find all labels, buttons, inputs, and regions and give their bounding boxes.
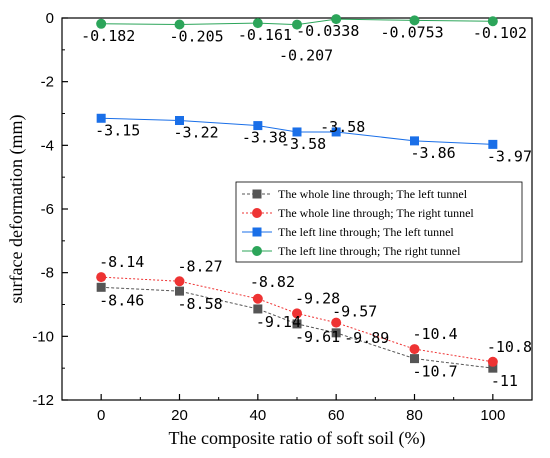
x-tick-label: 80 [406,407,423,424]
data-point [331,14,342,25]
data-point [409,344,420,355]
data-point [487,356,498,367]
legend-marker [252,246,262,256]
data-label: -3.22 [174,124,219,142]
data-label: -3.58 [281,135,326,153]
data-label: -9.89 [344,329,389,347]
data-point [252,293,263,304]
x-axis-title: The composite ratio of soft soil (%) [169,428,426,449]
data-label: -9.14 [256,313,301,331]
data-point [96,282,106,292]
data-label: -9.57 [332,303,377,321]
series-layer [96,14,498,373]
data-label: -0.207 [279,47,333,65]
data-label: -8.46 [99,291,144,309]
data-point [253,304,263,314]
series-2 [96,272,498,367]
data-point [292,308,302,319]
x-tick-label: 40 [249,407,266,424]
x-tick-label: 20 [171,407,188,424]
data-labels: -8.46 -8.58 -9.14-9.61 -9.89 -10.7 -11 -8.14 -8… [81,22,532,390]
data-point [175,116,184,126]
data-label: -3.15 [95,121,140,139]
legend-marker [252,208,262,218]
data-point [175,286,184,296]
data-label: -8.14 [99,253,144,271]
data-label: -0.205 [170,28,224,46]
series-1 [96,282,498,373]
x-tick-label: 100 [480,407,505,424]
data-label: -11 [491,372,518,390]
legend-item: The left line through; The right tunnel [242,244,461,258]
data-point [253,121,263,131]
data-point [488,363,498,373]
series-4 [96,14,498,30]
data-point [96,272,107,283]
y-tick-label: 0 [46,10,54,27]
data-point [410,136,419,146]
data-label: -3.38 [242,129,287,147]
data-label: -0.0753 [381,23,444,41]
data-point [410,354,419,364]
data-point [331,328,341,338]
data-point [252,18,263,29]
legend-marker [252,189,262,199]
y-tick-label: -6 [41,201,54,218]
data-point [331,317,342,328]
data-label: -3.86 [411,144,456,162]
data-label: -8.58 [178,295,223,313]
series-3 [96,113,498,149]
y-tick-label: -8 [41,265,54,282]
y-tick-label: -2 [41,74,54,91]
data-point [487,16,498,27]
data-point [292,19,302,30]
data-label: -0.0338 [296,22,359,40]
legend: The whole line through; The left tunnel T… [235,181,523,263]
legend-label: The whole line through; The right tunnel [278,206,474,220]
data-label: -9.61 [295,328,340,346]
data-point [174,19,185,30]
y-tick-label: -4 [41,137,54,154]
y-tick-label: -12 [32,392,54,409]
data-label: -0.102 [473,24,527,42]
data-label: -8.82 [250,273,295,291]
data-point [292,127,302,137]
data-label: -10.4 [413,325,458,343]
data-label: -10.8 [487,338,532,356]
data-label: -0.161 [238,26,292,44]
data-label: -10.7 [413,363,458,381]
data-label: -3.97 [487,147,532,165]
data-point [96,18,107,29]
data-point [409,15,420,26]
data-point [488,139,498,149]
y-tick-label: -10 [32,328,54,345]
data-label: -0.182 [81,27,135,45]
legend-item: The left line through; The left tunnel [242,225,454,239]
data-point [174,276,185,287]
legend-item: The whole line through; The right tunnel [242,206,474,220]
legend-label: The left line through; The left tunnel [278,225,454,239]
data-point [96,113,106,123]
y-axis-title: surface deformation (mm) [6,115,27,304]
legend-marker [252,227,262,237]
x-axis-ticks: 0 20 40 60 80 100 [97,394,505,424]
legend-label: The whole line through; The left tunnel [278,187,468,201]
x-tick-label: 60 [328,407,345,424]
legend-box [235,181,523,263]
data-label: -3.58 [320,118,365,136]
data-point [331,127,341,137]
data-point [292,319,302,329]
legend-item: The whole line through; The left tunnel [242,187,468,201]
y-axis-ticks: 0 -2 -4 -6 -8 -10 -12 [32,10,68,409]
x-tick-label: 0 [97,407,105,424]
data-label: -9.28 [295,289,340,307]
legend-label: The left line through; The right tunnel [278,244,461,258]
data-label: -8.27 [178,257,223,275]
